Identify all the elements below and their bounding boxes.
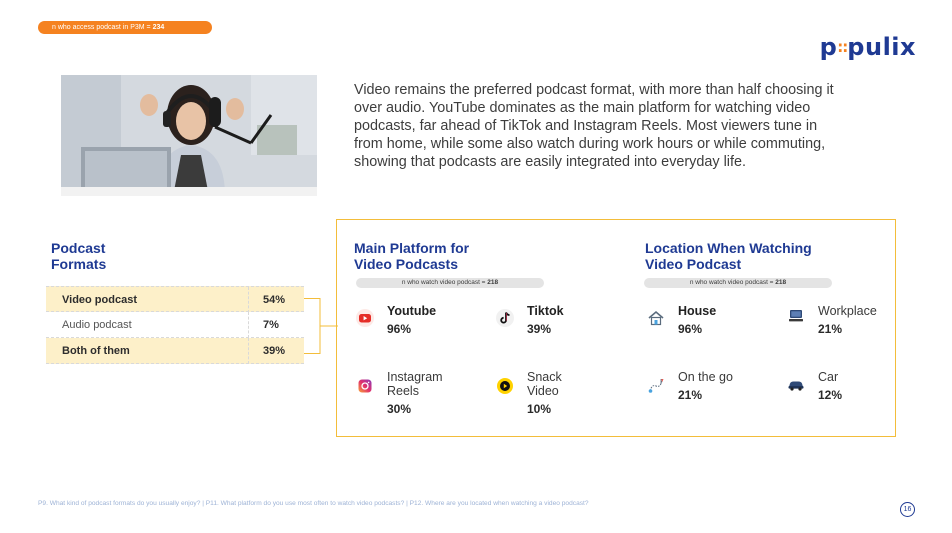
platform-location-panel — [336, 219, 896, 437]
formats-title: Podcast Formats — [51, 240, 107, 272]
tiktok-icon — [496, 309, 514, 327]
footnote: P9. What kind of podcast formats do you … — [38, 500, 589, 507]
snack-video-icon — [497, 378, 513, 394]
podcaster-photo — [61, 75, 317, 196]
brand-logo: p::pulix — [819, 33, 916, 61]
location-title: Location When Watching Video Podcast — [645, 240, 812, 272]
workplace-icon — [789, 310, 803, 322]
formats-table: Video podcast 54% Audio podcast 7% Both … — [46, 286, 304, 364]
sample-size-badge: n who access podcast in P3M = 234 — [38, 21, 212, 34]
page-number: 16 — [900, 502, 915, 517]
on-the-go-icon — [648, 379, 664, 393]
podcaster-illustration — [61, 75, 317, 196]
table-row: Video podcast 54% — [46, 286, 304, 313]
connector-bracket — [304, 298, 338, 354]
intro-paragraph: Video remains the preferred podcast form… — [354, 82, 834, 170]
house-icon — [648, 310, 664, 326]
instagram-icon — [358, 379, 372, 393]
table-row: Both of them 39% — [46, 338, 304, 364]
location-sample-badge: n who watch video podcast = 218 — [644, 278, 832, 288]
platform-title: Main Platform for Video Podcasts — [354, 240, 470, 272]
sample-size-value: 234 — [152, 24, 165, 31]
platform-sample-badge: n who watch video podcast = 218 — [356, 278, 544, 288]
youtube-icon — [356, 309, 374, 327]
car-icon — [788, 381, 804, 391]
table-row: Audio podcast 7% — [46, 312, 304, 338]
sample-size-label: n who access podcast in P3M = — [52, 24, 153, 31]
